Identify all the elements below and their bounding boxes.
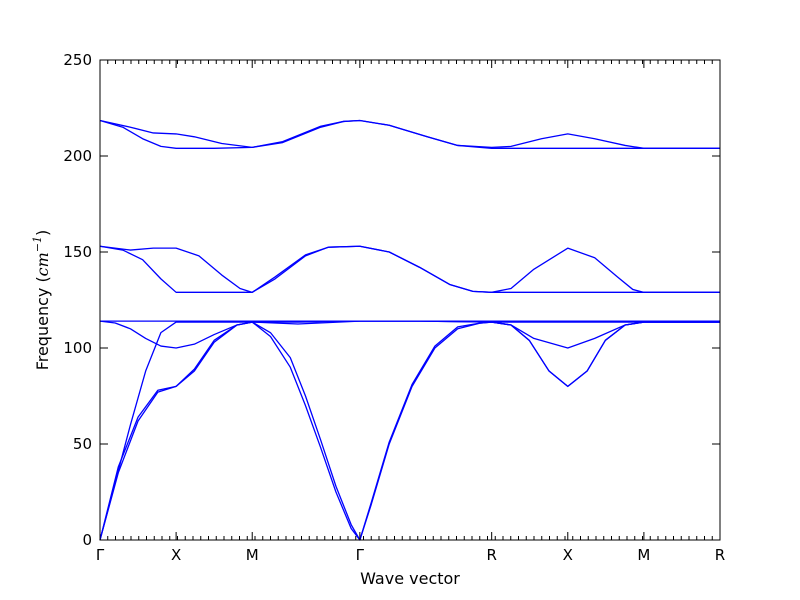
x-tick-label: X — [171, 546, 181, 564]
x-tick-label: R — [486, 546, 496, 564]
band-series-9 — [99, 119, 720, 149]
tick-layer — [99, 59, 721, 541]
x-tick-label: R — [715, 546, 725, 564]
y-axis-label-suffix: ) — [33, 230, 52, 236]
x-tick-label: Γ — [96, 546, 105, 564]
plot-frame — [99, 59, 721, 541]
y-tick-label: 0 — [82, 531, 92, 549]
x-axis-label: Wave vector — [360, 569, 460, 588]
series-layer — [99, 119, 720, 541]
y-tick-label: 250 — [63, 51, 92, 69]
tick-label-layer: 0 50 100 150 200 250 Γ X M Γ R X M R — [63, 51, 725, 564]
y-axis-label-prefix: Frequency ( — [33, 276, 52, 370]
y-tick-label: 100 — [63, 339, 92, 357]
y-axis-label-symbol: cm — [33, 252, 52, 276]
y-tick-label: 150 — [63, 243, 92, 261]
x-tick-label: Γ — [356, 546, 365, 564]
y-axis-label-exponent: −1 — [31, 236, 44, 252]
y-axis-label: Frequency (cm−1) — [31, 230, 52, 371]
x-tick-label: M — [246, 546, 259, 564]
band-series-2 — [99, 321, 720, 541]
y-tick-label: 50 — [73, 435, 92, 453]
y-tick-label: 200 — [63, 147, 92, 165]
x-tick-label: X — [563, 546, 573, 564]
band-series-7 — [99, 245, 720, 293]
x-tick-label: M — [637, 546, 650, 564]
